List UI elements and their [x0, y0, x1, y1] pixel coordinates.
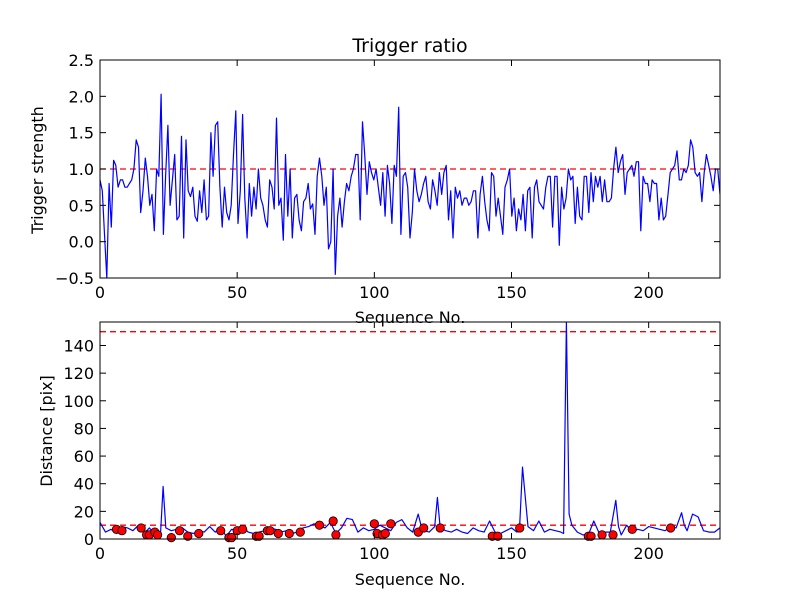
data-point	[238, 524, 248, 534]
y-tick-label: 1.5	[69, 124, 94, 143]
data-point	[194, 528, 204, 539]
data-point	[284, 528, 294, 539]
data-point	[586, 531, 596, 541]
y-axis-label: Distance [pix]	[37, 375, 56, 487]
data-point	[153, 530, 163, 540]
data-point	[227, 533, 237, 543]
data-point	[314, 520, 325, 530]
trigger-ratio-chart: Trigger ratio 0 50 100 150 200 −0.5 0.0 0.5 1.0 1…	[28, 35, 721, 327]
data-point	[331, 530, 341, 540]
data-point	[254, 531, 264, 541]
x-tick-label: 50	[227, 544, 247, 563]
x-tick-label: 50	[227, 283, 247, 302]
x-tick-label: 100	[359, 544, 390, 563]
y-tick-label: 40	[74, 475, 94, 494]
y-tick-label: 2.0	[69, 87, 94, 106]
data-point	[273, 528, 283, 539]
y-tick-label: 0.5	[69, 196, 94, 215]
y-tick-label: 60	[74, 447, 94, 466]
data-point	[380, 528, 390, 539]
y-tick-label: 140	[63, 336, 94, 355]
data-point	[597, 530, 607, 540]
data-point	[174, 526, 185, 536]
y-tick-label: 20	[74, 502, 94, 521]
distance-chart: 0 50 100 150 200 0 20 40 60 80 100 120 140 Sequence …	[37, 321, 721, 589]
plot-area: 0 50 100 150 200 0 20 40 60 80 100 120 140	[63, 321, 721, 563]
chart-title: Trigger ratio	[351, 35, 467, 57]
y-tick-label: 0	[84, 530, 94, 549]
data-point	[265, 526, 275, 536]
y-tick-label: 80	[74, 419, 94, 438]
y-tick-label: 100	[63, 392, 94, 411]
data-point	[295, 527, 305, 537]
data-point	[328, 516, 338, 526]
y-axis-label: Trigger strength	[28, 106, 47, 235]
axes-frame	[99, 321, 721, 540]
y-tick-label: 2.5	[69, 51, 94, 70]
data-point	[166, 533, 176, 543]
data-point	[493, 531, 503, 541]
plot-area: 0 50 100 150 200 −0.5 0.0 0.5 1.0 1.5 2.0 2.5	[55, 51, 721, 302]
data-point	[627, 524, 637, 534]
data-point	[435, 523, 445, 533]
x-tick-label: 0	[95, 544, 105, 563]
y-tick-label: −0.5	[55, 269, 94, 288]
y-tick-label: 0.0	[69, 233, 94, 252]
data-point	[386, 519, 396, 529]
y-tick-label: 1.0	[69, 160, 94, 179]
x-tick-label: 0	[95, 283, 105, 302]
data-point	[117, 526, 127, 536]
plot-content	[100, 93, 720, 278]
data-point	[369, 519, 379, 529]
x-tick-label: 200	[633, 283, 664, 302]
data-line	[100, 93, 720, 278]
x-axis-label: Sequence No.	[355, 308, 466, 327]
y-tick-label: 120	[63, 364, 94, 383]
x-tick-label: 150	[496, 544, 527, 563]
data-point	[216, 526, 226, 536]
data-point	[183, 531, 193, 541]
data-point	[419, 523, 429, 533]
data-point	[136, 523, 146, 533]
x-axis-label: Sequence No.	[355, 570, 466, 589]
x-tick-label: 100	[359, 283, 390, 302]
x-tick-label: 150	[496, 283, 527, 302]
data-point	[515, 523, 525, 533]
x-tick-label: 200	[633, 544, 664, 563]
data-point	[666, 523, 676, 533]
data-point	[608, 530, 618, 540]
